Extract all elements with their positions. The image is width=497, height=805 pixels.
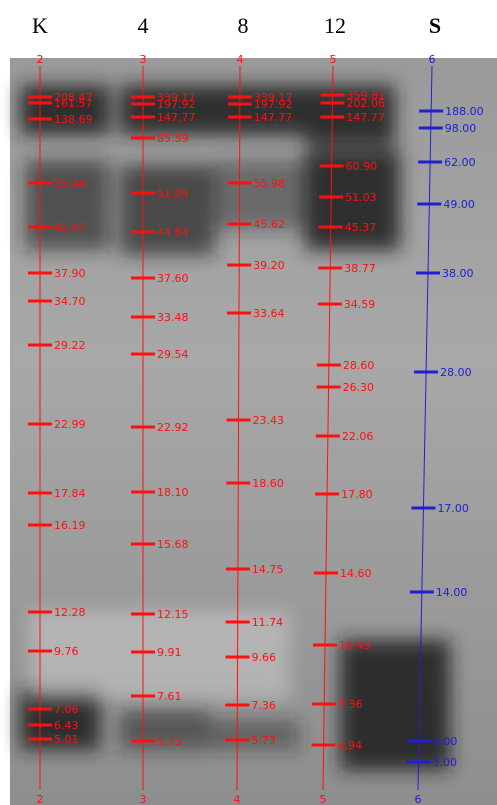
band-label: 49.00 xyxy=(443,198,475,211)
band-label: 6.00 xyxy=(433,735,458,748)
band-label: 39.20 xyxy=(253,259,285,272)
band-label: 17.00 xyxy=(437,502,469,515)
band-label: 147.77 xyxy=(254,111,293,124)
lane-number: 2 xyxy=(37,53,44,66)
band-label: 98.00 xyxy=(445,122,477,135)
lane-number: 5 xyxy=(330,53,337,66)
band-label: 22.06 xyxy=(342,430,374,443)
band-label: 17.80 xyxy=(341,488,373,501)
band-label: 5.01 xyxy=(54,733,79,746)
band-label: 5.73 xyxy=(157,735,182,748)
band-label: 147.77 xyxy=(346,111,385,124)
band-label: 15.68 xyxy=(157,538,189,551)
band-label: 23.43 xyxy=(253,414,285,427)
lane-number: 4 xyxy=(237,53,244,66)
band-label: 188.00 xyxy=(445,105,484,118)
band-label: 3.00 xyxy=(433,756,458,769)
band-label: 7.36 xyxy=(338,698,363,711)
band-label: 5.73 xyxy=(251,734,276,747)
lane-header: K xyxy=(32,13,48,38)
band-label: 26.30 xyxy=(343,381,375,394)
band-label: 55.98 xyxy=(254,177,286,190)
band-label: 28.60 xyxy=(343,359,375,372)
band-label: 60.90 xyxy=(346,160,378,173)
band-label: 161.57 xyxy=(54,97,93,110)
band-label: 45.07 xyxy=(54,221,86,234)
lane-number: 5 xyxy=(320,793,327,805)
band-label: 197.92 xyxy=(254,98,292,111)
lane-header: S xyxy=(429,13,441,38)
band-label: 12.15 xyxy=(157,608,189,621)
band-label: 9.91 xyxy=(157,646,182,659)
gel-image xyxy=(10,58,497,805)
gel-figure: K4812S 22208.47161.57138.6955.4445.0737.… xyxy=(0,0,497,805)
band-label: 44.64 xyxy=(157,226,189,239)
band-label: 7.36 xyxy=(251,699,276,712)
band-label: 17.84 xyxy=(54,487,86,500)
band-label: 33.64 xyxy=(253,307,284,320)
band-label: 22.92 xyxy=(157,421,189,434)
band-label: 29.54 xyxy=(157,348,189,361)
band-label: 45.37 xyxy=(345,221,377,234)
lane-headers: K 4 8 12 S xyxy=(32,13,441,38)
band-label: 28.00 xyxy=(440,366,472,379)
band-label: 10.43 xyxy=(339,639,371,652)
band-label: 55.44 xyxy=(54,177,86,190)
band-label: 6.43 xyxy=(54,719,79,732)
band-label: 138.69 xyxy=(54,113,93,126)
lane-header: 8 xyxy=(238,13,249,38)
band-label: 51.03 xyxy=(345,191,377,204)
band-label: 85.59 xyxy=(157,132,189,145)
band-label: 18.10 xyxy=(157,486,189,499)
band-label: 14.75 xyxy=(252,563,284,576)
band-label: 14.60 xyxy=(340,567,372,580)
lane-number: 3 xyxy=(140,53,147,66)
band-label: 11.74 xyxy=(252,616,284,629)
lane-number: 6 xyxy=(415,793,422,805)
lane-number: 3 xyxy=(140,793,147,805)
lane-number: 6 xyxy=(429,53,436,66)
band-label: 34.70 xyxy=(54,295,86,308)
band-label: 37.90 xyxy=(54,267,86,280)
band-label: 7.06 xyxy=(54,703,79,716)
band-label: 51.09 xyxy=(157,187,189,200)
band-label: 22.99 xyxy=(54,418,86,431)
band-label: 38.00 xyxy=(442,267,474,280)
band-label: 14.00 xyxy=(436,586,468,599)
band-label: 34.59 xyxy=(344,298,376,311)
band-label: 202.06 xyxy=(346,97,385,110)
band-label: 16.19 xyxy=(54,519,86,532)
lane-header: 12 xyxy=(324,13,346,38)
band-label: 33.48 xyxy=(157,311,189,324)
band-label: 9.76 xyxy=(54,645,79,658)
band-label: 29.22 xyxy=(54,339,86,352)
band-label: 12.28 xyxy=(54,606,86,619)
band-label: 62.00 xyxy=(444,156,476,169)
lane-header: 4 xyxy=(138,13,149,38)
band-label: 9.66 xyxy=(252,651,276,664)
band-label: 197.92 xyxy=(157,98,196,111)
band-label: 147.77 xyxy=(157,111,196,124)
band-label: 45.62 xyxy=(253,218,285,231)
band-label: 38.77 xyxy=(344,262,376,275)
lane-number: 4 xyxy=(234,793,241,805)
band-label: 18.60 xyxy=(252,477,284,490)
lane-number: 2 xyxy=(37,793,44,805)
band-label: 7.61 xyxy=(157,690,182,703)
band-label: 4.94 xyxy=(338,739,363,752)
band-label: 37.60 xyxy=(157,272,189,285)
